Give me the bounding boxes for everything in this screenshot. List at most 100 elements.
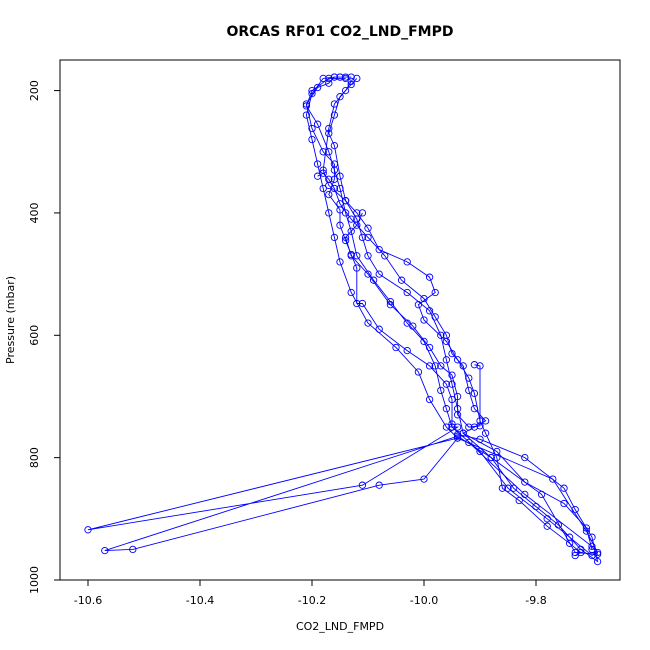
data-point (313, 160, 322, 168)
data-point (588, 545, 596, 554)
x-tick-label: -10.0 (410, 594, 438, 607)
data-point (521, 478, 529, 486)
data-point (442, 356, 451, 364)
data-point (353, 264, 361, 272)
data-point (437, 331, 445, 339)
data-point (554, 521, 563, 529)
data-point (437, 362, 445, 370)
y-tick-label: 600 (28, 325, 41, 346)
data-point (470, 389, 479, 398)
data-point (593, 548, 602, 557)
data-point (129, 545, 137, 554)
data-point (358, 233, 367, 242)
data-point (442, 423, 451, 431)
data-point (521, 453, 529, 462)
series-line-3 (87, 76, 599, 555)
data-point (397, 276, 406, 284)
series-line-1 (305, 76, 599, 557)
data-point (375, 481, 383, 489)
data-point (375, 245, 383, 254)
data-point (308, 124, 316, 133)
data-point (353, 221, 361, 229)
data-point (487, 453, 495, 462)
data-point (448, 380, 456, 388)
data-point (431, 362, 439, 370)
data-point (313, 120, 322, 128)
data-point (453, 423, 462, 431)
data-point (341, 209, 350, 217)
data-point (543, 522, 551, 530)
data-point (325, 124, 333, 133)
data-point (420, 337, 428, 346)
data-point (571, 505, 579, 514)
data-point (330, 100, 339, 108)
data-point (353, 299, 361, 308)
data-point (425, 273, 434, 281)
data-point (593, 557, 602, 566)
data-point (302, 102, 311, 110)
data-point (325, 209, 333, 217)
data-point (364, 252, 372, 260)
data-point (409, 322, 417, 330)
data-point (515, 496, 523, 505)
data-point (347, 215, 355, 223)
data-point (313, 83, 322, 92)
data-point (347, 77, 355, 86)
data-point (453, 434, 462, 442)
data-point (481, 429, 490, 437)
data-point (353, 74, 361, 83)
data-point (425, 343, 434, 352)
series-layer (84, 73, 602, 566)
data-point (341, 233, 350, 242)
data-point (353, 209, 361, 217)
data-point (481, 417, 490, 425)
data-point (375, 270, 383, 278)
data-point (470, 361, 479, 369)
data-point (392, 343, 400, 352)
data-point (448, 395, 456, 404)
data-point (381, 252, 389, 260)
data-point (358, 299, 367, 308)
data-point (560, 484, 568, 492)
data-point (448, 349, 456, 358)
data-point (420, 475, 428, 483)
data-point (364, 233, 372, 242)
data-point (341, 86, 350, 95)
data-point (565, 539, 574, 547)
x-axis: -10.6 -10.4 -10.2 -10.0 -9.8 (74, 580, 547, 607)
data-point (448, 420, 456, 428)
data-point (101, 546, 109, 555)
series-line-5 (317, 172, 593, 550)
data-point (453, 430, 462, 439)
series-line-6 (345, 212, 481, 428)
data-point (358, 209, 367, 217)
x-tick-label: -10.4 (186, 594, 214, 607)
data-point (476, 362, 484, 370)
data-point (319, 169, 327, 177)
data-point (588, 542, 596, 551)
data-point (459, 429, 467, 437)
data-point (577, 548, 585, 557)
data-point (308, 89, 316, 98)
data-point (386, 301, 395, 309)
series-line-4 (322, 81, 582, 556)
data-point (403, 319, 411, 327)
data-point (425, 395, 434, 404)
y-tick-label: 1000 (28, 566, 41, 594)
data-point (442, 380, 451, 388)
data-point (347, 73, 355, 81)
data-point (420, 294, 428, 303)
data-point (476, 422, 484, 430)
data-point (353, 252, 361, 260)
x-axis-label: CO2_LND_FMPD (296, 620, 384, 633)
data-point (341, 197, 350, 205)
data-point (302, 111, 311, 119)
data-point (358, 481, 367, 489)
data-point (453, 411, 462, 419)
y-axis-label: Pressure (mbar) (4, 276, 17, 364)
data-point (325, 190, 333, 199)
plot-frame (59, 59, 621, 581)
data-point (465, 438, 473, 447)
x-tick-label: -10.2 (298, 594, 326, 607)
